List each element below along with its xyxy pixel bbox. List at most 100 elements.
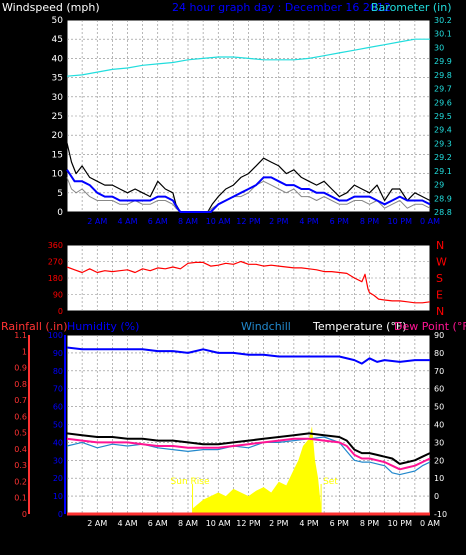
series-temperature	[66, 432, 431, 465]
rainfall-tick-label: 0.7	[14, 396, 27, 405]
barometer-tick-label: 29.7	[434, 85, 452, 94]
humidity-tick-label: 50	[53, 421, 63, 430]
series-solar	[192, 426, 322, 514]
time-tick-label: 4 AM	[117, 519, 137, 528]
rainfall-tick-label: 1.1	[14, 331, 27, 340]
temperature-tick-label: 70	[434, 367, 444, 376]
humidity-axis-label: Humidity (%)	[67, 320, 139, 333]
series-gust	[66, 142, 431, 213]
humidity-tick-label: 40	[53, 438, 63, 447]
humidity-tick-label: 80	[53, 367, 63, 376]
time-tick-label: 0 AM	[420, 217, 440, 226]
time-tick-label: 8 PM	[360, 519, 379, 528]
direction-tick-label: 90	[53, 291, 63, 300]
sunset-annotation: Set	[323, 477, 338, 487]
series-average	[66, 169, 431, 213]
direction-tick-label: 360	[48, 241, 63, 250]
time-tick-label: 12 PM	[236, 217, 261, 226]
time-tick-label: 6 AM	[148, 519, 168, 528]
compass-label: W	[436, 256, 447, 269]
barometer-tick-label: 30.2	[434, 16, 452, 25]
windspeed-tick-label: 30	[52, 93, 64, 103]
humidity-tick-label: 100	[48, 331, 63, 340]
windspeed-tick-label: 10	[52, 170, 64, 180]
windspeed-tick-label: 20	[52, 131, 64, 141]
windspeed-axis-label: Windspeed (mph)	[2, 1, 100, 14]
temperature-tick-label: 20	[434, 456, 444, 465]
humidity-tick-label: 60	[53, 403, 63, 412]
time-tick-label: 8 AM	[178, 519, 198, 528]
time-tick-label: 6 PM	[330, 519, 349, 528]
barometer-tick-label: 29.6	[434, 98, 452, 107]
barometer-tick-label: 29.4	[434, 126, 452, 135]
series-humidity	[66, 346, 430, 365]
windspeed-tick-label: 45	[52, 35, 63, 45]
humidity-tick-label: 0	[58, 510, 63, 519]
barometer-tick-label: 29.9	[434, 57, 452, 66]
barometer-tick-label: 29.5	[434, 112, 452, 121]
temperature-tick-label: 0	[434, 492, 439, 501]
compass-label: E	[436, 289, 443, 302]
barometer-axis-label: Barometer (in)	[371, 1, 452, 14]
time-tick-label: 2 AM	[87, 217, 107, 226]
time-tick-label: 4 PM	[299, 217, 318, 226]
rainfall-tick-label: 0.6	[14, 412, 27, 421]
rainfall-tick-label: 0.1	[14, 494, 27, 503]
series-direction	[66, 260, 431, 304]
barometer-tick-label: 30	[434, 43, 444, 52]
temperature-tick-label: 10	[434, 474, 444, 483]
time-tick-label: 6 PM	[330, 217, 349, 226]
direction-tick-label: 180	[48, 274, 63, 283]
rainfall-tick-label: 0.3	[14, 461, 27, 470]
rainfall-tick-label: 0.2	[14, 477, 27, 486]
rainfall-tick-label: 0.9	[14, 364, 27, 373]
time-tick-label: 10 AM	[206, 217, 231, 226]
temperature-axis-label: Temperature (°F)	[312, 320, 407, 333]
series-dew_point	[66, 437, 431, 471]
rainfall-tick-label: 0.8	[14, 380, 27, 389]
time-tick-label: 8 AM	[178, 217, 198, 226]
dew-point-axis-label: Dew Point (°F)	[394, 320, 466, 333]
rainfall-tick-label: 1	[22, 347, 27, 356]
temperature-tick-label: -10	[434, 510, 447, 519]
compass-label: N	[436, 305, 444, 318]
windspeed-tick-label: 5	[57, 189, 63, 199]
time-tick-label: 2 PM	[269, 519, 288, 528]
time-tick-label: 10 AM	[206, 519, 231, 528]
temperature-tick-label: 50	[434, 403, 444, 412]
windspeed-tick-label: 15	[52, 150, 63, 160]
chart-title: 24 hour graph day : December 16 2012	[172, 1, 391, 14]
sunrise-annotation: Sun Rise	[171, 477, 210, 487]
compass-label: S	[436, 272, 443, 285]
humidity-tick-label: 90	[53, 349, 63, 358]
time-tick-label: 0 AM	[420, 519, 440, 528]
rainfall-tick-label: 0.4	[14, 445, 27, 454]
time-tick-label: 2 PM	[269, 217, 288, 226]
barometer-tick-label: 28.8	[434, 208, 452, 217]
rainfall-tick-label: 0	[22, 510, 27, 519]
barometer-tick-label: 29	[434, 181, 444, 190]
time-tick-label: 2 AM	[87, 519, 107, 528]
time-tick-label: 10 PM	[388, 217, 413, 226]
temperature-tick-label: 80	[434, 349, 444, 358]
time-tick-label: 12 PM	[236, 519, 261, 528]
windspeed-tick-label: 40	[52, 54, 64, 64]
barometer-tick-label: 29.2	[434, 153, 452, 162]
humidity-tick-label: 10	[53, 492, 63, 501]
series-speed	[66, 177, 431, 213]
rainfall-tick-label: 0.5	[14, 429, 27, 438]
time-tick-label: 8 PM	[360, 217, 379, 226]
humidity-tick-label: 20	[53, 474, 63, 483]
windspeed-tick-label: 35	[52, 74, 63, 84]
windspeed-tick-label: 25	[52, 112, 63, 122]
plots-layer: 0510152025303540455028.828.92929.129.229…	[14, 16, 452, 528]
barometer-tick-label: 29.8	[434, 71, 452, 80]
time-tick-label: 6 AM	[148, 217, 168, 226]
windspeed-tick-label: 0	[57, 208, 63, 218]
compass-label: N	[436, 239, 444, 252]
barometer-tick-label: 28.9	[434, 194, 452, 203]
time-tick-label: 4 AM	[117, 217, 137, 226]
barometer-tick-label: 29.1	[434, 167, 452, 176]
